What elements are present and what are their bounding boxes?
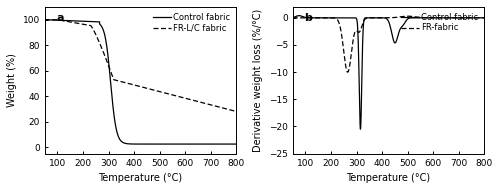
Control fabric: [358, 128, 364, 130]
Control fabric: [115, 135, 121, 137]
FR-fabric: [404, 15, 410, 17]
Control fabric: [296, 14, 302, 17]
FR-fabric: [290, 17, 296, 19]
FR-L/C fabric: [42, 19, 48, 21]
X-axis label: Temperature (°C): Temperature (°C): [346, 173, 430, 183]
Legend: Control fabric, FR-fabric: Control fabric, FR-fabric: [399, 11, 480, 34]
FR-fabric: [344, 71, 350, 73]
Control fabric: [323, 17, 329, 19]
FR-L/C fabric: [75, 22, 81, 24]
Control fabric: [290, 16, 296, 19]
FR-fabric: [482, 17, 488, 19]
Control fabric: [230, 143, 235, 145]
Text: b: b: [304, 13, 312, 23]
X-axis label: Temperature (°C): Temperature (°C): [98, 173, 182, 183]
FR-L/C fabric: [115, 80, 121, 82]
Text: a: a: [56, 13, 64, 23]
FR-fabric: [323, 17, 329, 19]
Control fabric: [457, 17, 463, 19]
FR-fabric: [457, 17, 463, 19]
Control fabric: [364, 17, 370, 19]
Control fabric: [478, 17, 484, 19]
FR-fabric: [372, 17, 378, 19]
Control fabric: [234, 143, 239, 145]
Control fabric: [136, 143, 142, 145]
Control fabric: [482, 17, 488, 19]
FR-L/C fabric: [209, 104, 215, 106]
FR-fabric: [364, 17, 370, 19]
Control fabric: [75, 20, 81, 22]
Control fabric: [42, 19, 48, 21]
Y-axis label: Derivative weight loss (%/°C): Derivative weight loss (%/°C): [254, 9, 264, 152]
Line: Control fabric: Control fabric: [292, 16, 484, 129]
Control fabric: [124, 142, 130, 145]
Legend: Control fabric, FR-L/C fabric: Control fabric, FR-L/C fabric: [151, 11, 232, 34]
Line: FR-fabric: FR-fabric: [292, 16, 484, 72]
Control fabric: [372, 17, 378, 19]
Line: Control fabric: Control fabric: [44, 20, 236, 144]
FR-L/C fabric: [234, 110, 239, 113]
FR-L/C fabric: [64, 20, 70, 22]
Line: FR-L/C fabric: FR-L/C fabric: [44, 20, 236, 112]
FR-L/C fabric: [124, 82, 130, 84]
Control fabric: [312, 17, 318, 19]
FR-fabric: [478, 17, 484, 19]
Y-axis label: Weight (%): Weight (%): [7, 53, 17, 107]
FR-fabric: [312, 17, 318, 19]
FR-L/C fabric: [230, 109, 235, 112]
Control fabric: [209, 143, 215, 145]
Control fabric: [64, 19, 70, 22]
